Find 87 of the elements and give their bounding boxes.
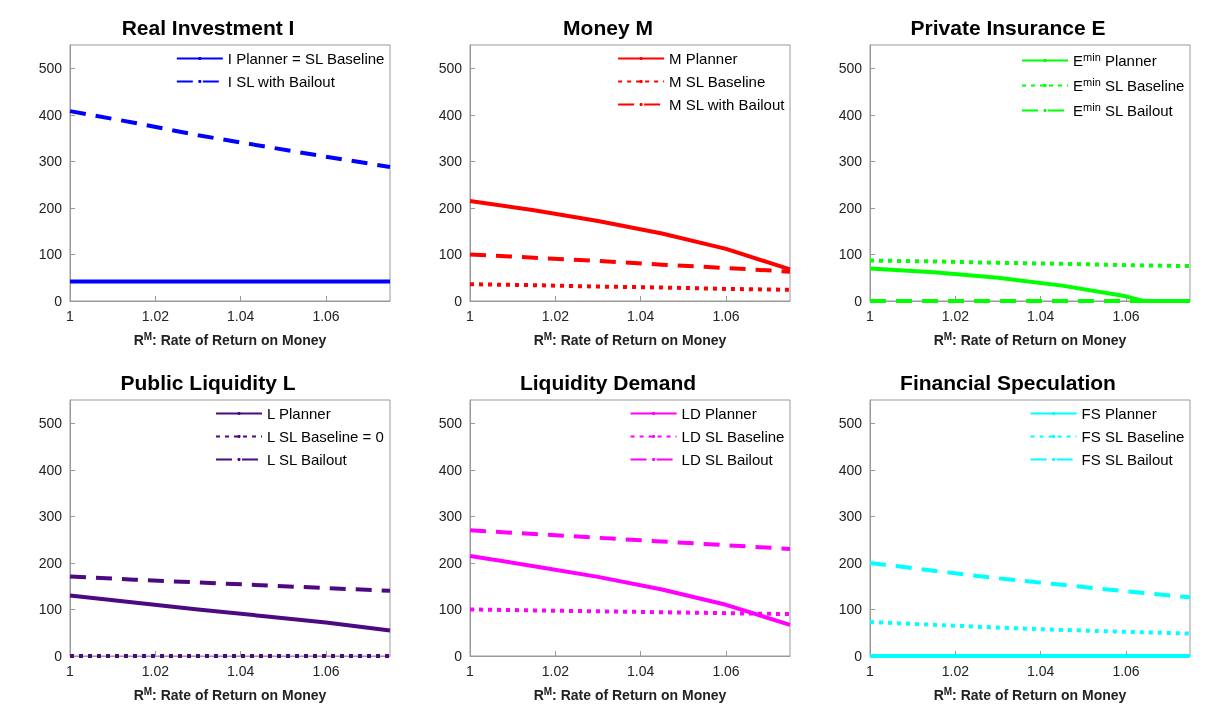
line-series [468, 553, 792, 627]
x-tick-label: 1.06 [312, 663, 340, 679]
x-tick-label: 1.06 [712, 308, 740, 324]
y-tick-label: 200 [438, 554, 463, 571]
legend-label: M SL Baseline [669, 73, 766, 90]
chart-title: Liquidity Demand [519, 371, 697, 394]
y-tick-label: 0 [854, 293, 863, 309]
y-tick-label: 0 [54, 648, 63, 664]
y-tick-label: 500 [438, 415, 463, 432]
legend-label: LD SL Bailout [681, 451, 774, 468]
x-tick-label: 1 [866, 663, 875, 679]
chart-title: Public Liquidity L [120, 371, 296, 394]
y-tick-label: 500 [438, 60, 463, 77]
legend-label: FS Planner [1081, 405, 1157, 422]
y-tick-label: 300 [438, 153, 463, 170]
x-tick-label: 1.02 [541, 663, 570, 679]
y-tick-label: 400 [438, 106, 463, 123]
y-tick-label: 200 [38, 199, 63, 216]
y-tick-label: 500 [838, 60, 863, 77]
x-tick-label: 1.02 [541, 308, 570, 324]
chart-title: Private Insurance E [910, 16, 1106, 39]
x-tick-label: 1.02 [141, 663, 170, 679]
x-tick-label: 1.04 [227, 663, 255, 679]
x-tick-label: 1 [466, 308, 475, 324]
y-tick-label: 100 [838, 246, 863, 263]
x-tick-label: 1.04 [627, 308, 655, 324]
x-tick-label: 1.02 [941, 663, 970, 679]
line-series [68, 574, 392, 593]
line-series [868, 560, 1192, 600]
legend-label: L SL Bailout [267, 451, 348, 468]
y-tick-label: 400 [838, 461, 863, 478]
x-tick-label: 1 [866, 308, 875, 324]
y-tick-label: 0 [854, 648, 863, 664]
x-tick-label: 1 [66, 663, 75, 679]
x-tick-label: 1.02 [941, 308, 970, 324]
x-tick-label: 1.06 [1112, 663, 1140, 679]
legend-label: LD SL Baseline [681, 428, 785, 445]
y-tick-label: 100 [38, 246, 63, 263]
legend-label: FS SL Baseline [1081, 428, 1185, 445]
y-tick-label: 100 [438, 601, 463, 618]
y-tick-label: 300 [838, 508, 863, 525]
legend-label: I SL with Bailout [227, 73, 336, 90]
x-tick-label: 1.06 [312, 308, 340, 324]
x-tick-label: 1 [66, 308, 75, 324]
legend-label: LD Planner [681, 405, 757, 422]
y-tick-label: 100 [438, 246, 463, 263]
legend-label: FS SL Bailout [1081, 451, 1174, 468]
x-tick-label: 1.04 [627, 663, 655, 679]
x-tick-label: 1 [466, 663, 475, 679]
y-tick-label: 500 [38, 415, 63, 432]
x-tick-label: 1.06 [712, 663, 740, 679]
line-series [468, 528, 792, 551]
legend-label: M SL with Bailout [669, 96, 786, 113]
legend-label: M Planner [669, 50, 738, 67]
y-tick-label: 400 [38, 461, 63, 478]
y-tick-label: 200 [838, 554, 863, 571]
y-tick-label: 0 [454, 293, 463, 309]
y-tick-label: 200 [838, 199, 863, 216]
y-tick-label: 400 [438, 461, 463, 478]
x-tick-label: 1.04 [1027, 663, 1055, 679]
y-tick-label: 100 [38, 601, 63, 618]
y-tick-label: 0 [54, 293, 63, 309]
x-tick-label: 1.04 [1027, 308, 1055, 324]
y-tick-label: 0 [454, 648, 463, 664]
x-tick-label: 1.02 [141, 308, 170, 324]
y-tick-label: 400 [38, 106, 63, 123]
line-series [868, 620, 1192, 636]
y-tick-label: 100 [838, 601, 863, 618]
y-tick-label: 500 [38, 60, 63, 77]
y-tick-label: 200 [438, 199, 463, 216]
line-series [68, 593, 392, 633]
y-tick-label: 200 [38, 554, 63, 571]
legend-label: L SL Baseline = 0 [267, 428, 384, 445]
y-tick-label: 400 [838, 106, 863, 123]
x-tick-label: 1.04 [227, 308, 255, 324]
y-tick-label: 300 [438, 508, 463, 525]
y-tick-label: 300 [38, 153, 63, 170]
y-tick-label: 300 [38, 508, 63, 525]
legend-label: I Planner = SL Baseline [227, 50, 385, 67]
line-series [68, 109, 392, 169]
chart-title: Financial Speculation [900, 371, 1116, 394]
x-tick-label: 1.06 [1112, 308, 1140, 324]
chart-title: Money M [563, 16, 653, 39]
y-tick-label: 500 [838, 415, 863, 432]
y-tick-label: 300 [838, 153, 863, 170]
chart-title: Real Investment I [121, 16, 295, 39]
legend-label: L Planner [267, 405, 331, 422]
